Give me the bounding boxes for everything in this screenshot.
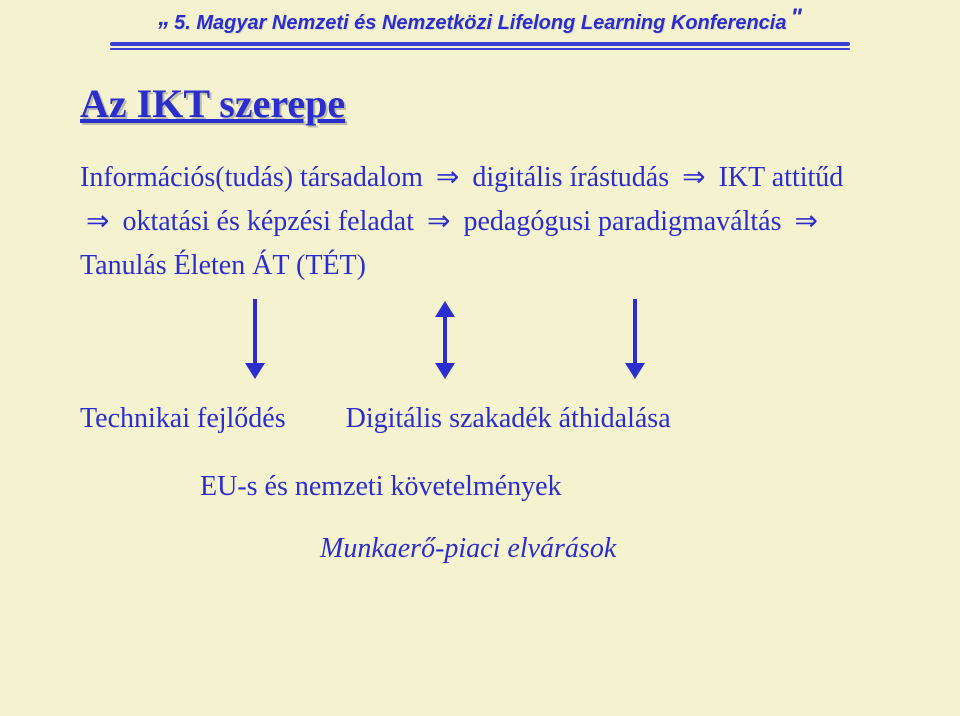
subline-1: EU-s és nemzeti követelmények <box>200 471 880 503</box>
arrow-glyph: ⇒ <box>795 205 818 236</box>
main-paragraph: Információs(tudás) társadalom ⇒ digitáli… <box>80 155 880 287</box>
arrow-down-icon <box>245 363 265 379</box>
header-rule <box>110 42 850 50</box>
open-quote: „ <box>158 4 170 32</box>
label-left: Technikai fejlődés <box>80 403 286 435</box>
arrow-down-icon <box>625 363 645 379</box>
slide-header: „ 5. Magyar Nemzeti és Nemzetközi Lifelo… <box>0 0 960 50</box>
label-right: Digitális szakadék áthidalása <box>346 403 880 435</box>
arrow-glyph: ⇒ <box>86 205 109 236</box>
arrow-shaft <box>633 299 637 365</box>
header-text: 5. Magyar Nemzeti és Nemzetközi Lifelong… <box>174 12 786 35</box>
header-title-line: „ 5. Magyar Nemzeti és Nemzetközi Lifelo… <box>60 8 900 36</box>
para-part-4: pedagógusi paradigmaváltás <box>463 206 781 237</box>
arrow-glyph: ⇒ <box>682 161 705 192</box>
arrow-down-icon <box>435 363 455 379</box>
para-part-2: IKT attitűd <box>719 162 844 193</box>
slide-title: Az IKT szerepe <box>80 80 880 127</box>
arrow-shaft <box>253 299 257 365</box>
arrow-glyph: ⇒ <box>427 205 450 236</box>
para-part-3: oktatási és képzési feladat <box>122 206 414 237</box>
close-quote: " <box>790 4 801 32</box>
arrow-glyph: ⇒ <box>436 161 459 192</box>
subline-2: Munkaerő-piaci elvárások <box>320 533 880 565</box>
arrow-up-icon <box>435 301 455 317</box>
para-part-5: Tanulás Életen ÁT (TÉT) <box>80 250 366 281</box>
para-part-1: digitális írástudás <box>472 162 669 193</box>
label-row: Technikai fejlődés Digitális szakadék át… <box>80 403 880 435</box>
para-part-0: Információs(tudás) társadalom <box>80 162 423 193</box>
vertical-arrows-row <box>80 299 880 399</box>
arrow-shaft <box>443 315 447 365</box>
slide-content: Az IKT szerepe Információs(tudás) társad… <box>0 50 960 565</box>
